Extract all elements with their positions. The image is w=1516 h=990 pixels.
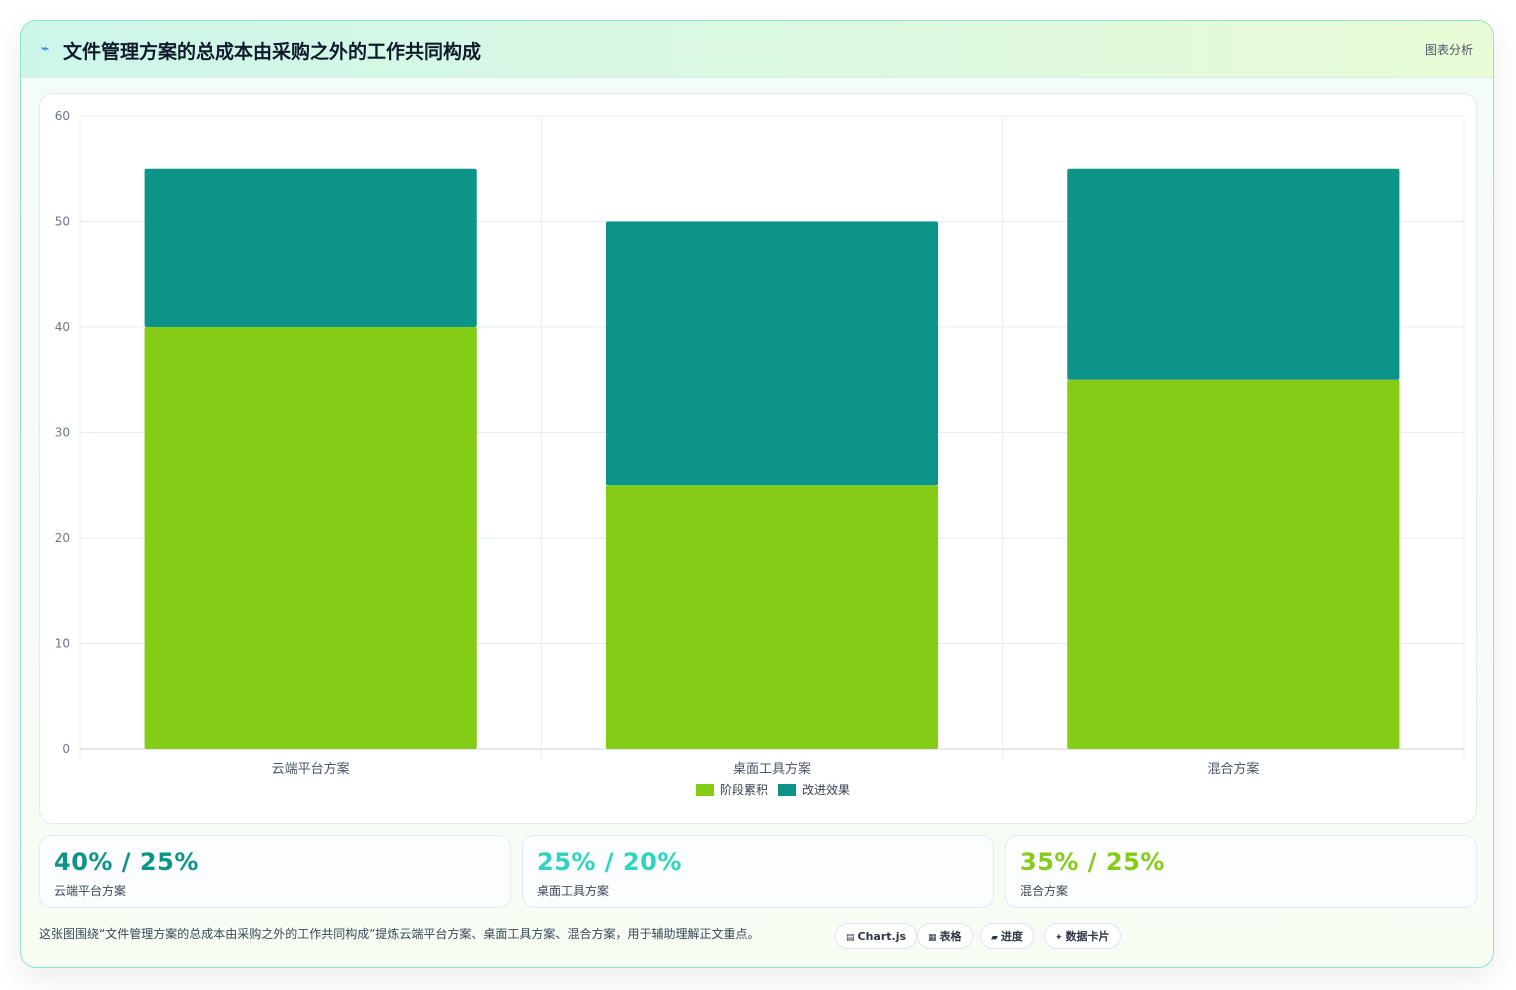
y-tick-label: 40 xyxy=(55,320,70,334)
header-tag: 图表分析 xyxy=(1424,43,1473,57)
y-tick-label: 20 xyxy=(55,531,70,545)
legend-swatch xyxy=(778,784,796,796)
x-tick-label: 云端平台方案 xyxy=(272,761,350,777)
chart-panel: 0 10 20 30 40 50 60 云端平台方案 桌面工具方案 混合方案阶段累积 改进效果 xyxy=(39,93,1477,824)
chart-icon: ▤ xyxy=(846,933,855,943)
chip-label: Chart.js xyxy=(857,930,907,943)
legend-label: 阶段累积 xyxy=(720,782,768,797)
bar-segment xyxy=(1067,168,1400,380)
x-tick-label: 桌面工具方案 xyxy=(733,761,811,777)
legend-swatch xyxy=(696,784,714,796)
legend-label: 改进效果 xyxy=(802,782,850,797)
chart-description: 这张图围绕“文件管理方案的总成本由采购之外的工作共同构成”提炼云端平台方案、桌面… xyxy=(39,927,760,941)
chip-label: 表格 xyxy=(939,930,962,943)
chart-title: 文件管理方案的总成本由采购之外的工作共同构成 xyxy=(63,41,482,63)
card-header: ⌁ 文件管理方案的总成本由采购之外的工作共同构成 图表分析 xyxy=(21,21,1493,78)
y-tick-label: 60 xyxy=(55,109,70,123)
chip-table[interactable]: ▦ 表格 xyxy=(917,923,973,949)
stat-value: 25% / 20% xyxy=(537,848,682,876)
stat-label: 云端平台方案 xyxy=(54,884,127,898)
progress-icon: ▰ xyxy=(991,933,998,943)
y-tick-label: 10 xyxy=(55,637,70,651)
chip-data-card[interactable]: ✦ 数据卡片 xyxy=(1044,923,1121,949)
chart-card: ⌁ 文件管理方案的总成本由采购之外的工作共同构成 图表分析 0 10 20 30 40 5… xyxy=(20,20,1494,968)
chip-chartjs[interactable]: ▤ Chart.js xyxy=(835,923,918,949)
stat-label: 混合方案 xyxy=(1020,884,1069,898)
y-tick-label: 30 xyxy=(55,426,70,440)
bar-segment xyxy=(144,327,477,749)
bar-segment xyxy=(1067,379,1400,749)
x-tick-label: 混合方案 xyxy=(1207,761,1259,777)
bar-segment xyxy=(605,485,939,749)
bar-segment xyxy=(144,168,477,327)
chip-label: 数据卡片 xyxy=(1065,930,1110,943)
chip-progress[interactable]: ▰ 进度 xyxy=(980,923,1034,949)
trend-icon: ⌁ xyxy=(41,41,50,57)
stat-cards: 40% / 25% 云端平台方案 25% / 20% 桌面工具方案 35% / … xyxy=(39,835,1477,909)
stat-card: 35% / 25% 混合方案 xyxy=(1005,835,1477,908)
stat-value: 35% / 25% xyxy=(1020,848,1165,876)
bar-segment xyxy=(605,221,939,486)
chip-label: 进度 xyxy=(1000,930,1023,943)
y-tick-label: 0 xyxy=(62,742,70,756)
stat-card: 25% / 20% 桌面工具方案 xyxy=(522,835,994,908)
sparkle-icon: ✦ xyxy=(1055,933,1063,943)
stat-value: 40% / 25% xyxy=(54,848,199,876)
y-tick-label: 50 xyxy=(55,215,70,229)
stat-label: 桌面工具方案 xyxy=(537,884,610,898)
table-icon: ▦ xyxy=(928,933,937,943)
stat-card: 40% / 25% 云端平台方案 xyxy=(39,835,511,908)
